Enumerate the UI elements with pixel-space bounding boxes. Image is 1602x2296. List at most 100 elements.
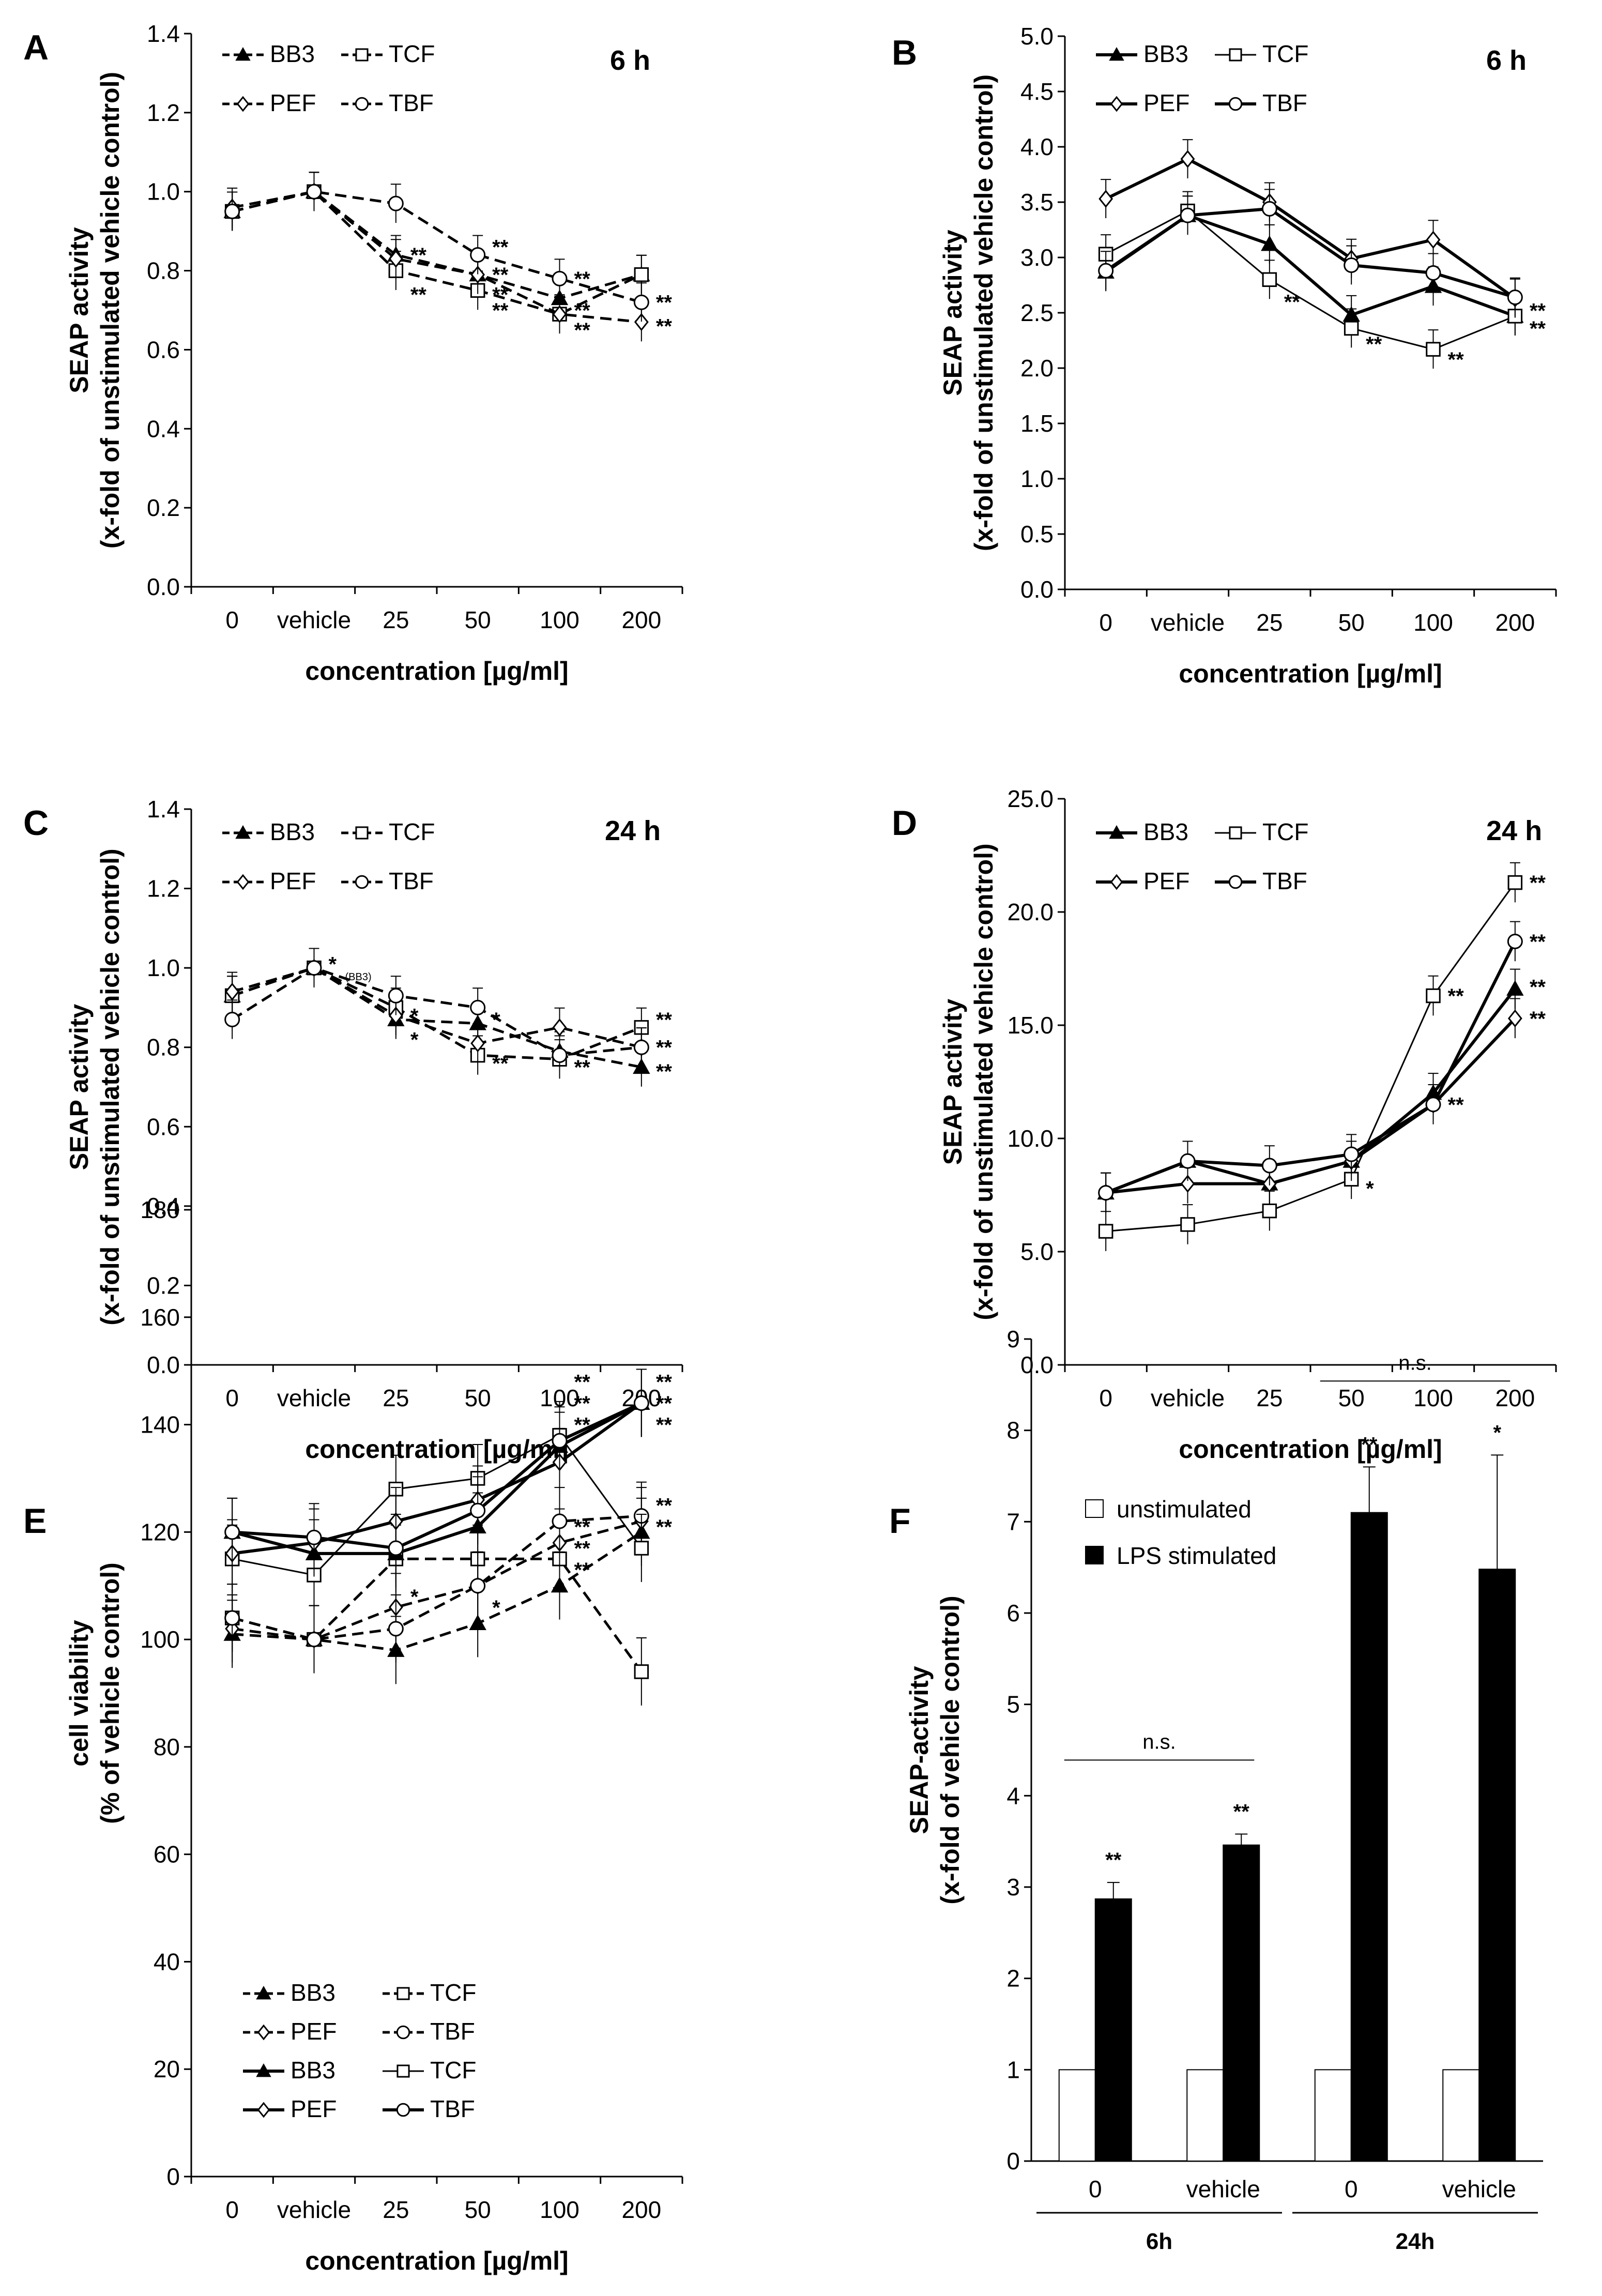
y-tick-label: 40 — [154, 1948, 180, 1975]
significance-mark: ** — [656, 1060, 673, 1083]
significance-mark: ** — [574, 1414, 591, 1437]
x-tick-label: 50 — [465, 606, 491, 633]
y-tick-label: 2.5 — [1020, 299, 1054, 326]
legend-label: BB3 — [291, 2057, 335, 2084]
significance-mark: ** — [574, 268, 591, 291]
significance-mark: ** — [1530, 300, 1546, 323]
time-label: 24 h — [1486, 815, 1542, 846]
panel-f: 0 1 2 3 4 5 6 7 8 9 SEAP-activity (x-fold of vehicl… — [889, 1326, 1543, 2254]
significance-mark: ** — [1530, 317, 1546, 340]
x-tick-label: 200 — [621, 2196, 661, 2223]
legend-entry-tcf: TCF — [383, 1979, 476, 2006]
group-label: 6h — [1146, 2229, 1172, 2254]
y-tick-label: 4.0 — [1020, 133, 1054, 160]
marker-circle — [355, 97, 369, 111]
bracket-label: n.s. — [1398, 1351, 1431, 1374]
marker-diamond — [257, 2024, 270, 2041]
x-tick-label: 100 — [540, 606, 579, 633]
series-tbf — [224, 1369, 649, 1582]
y-tick-label: 2 — [1006, 1965, 1020, 1992]
legend-label: PEF — [291, 2095, 337, 2122]
y-tick-label: 20.0 — [1007, 899, 1054, 925]
marker-circle — [388, 1540, 404, 1556]
significance-mark: ** — [1233, 1801, 1250, 1823]
bar-unstimulated — [1314, 2069, 1352, 2162]
legend-label: BB3 — [270, 40, 315, 67]
series-tbf — [1098, 189, 1523, 317]
y-tick-label: 7 — [1006, 1508, 1020, 1535]
legend-label: TCF — [389, 40, 435, 67]
panel-b: 0.0 0.5 1.0 1.5 2.0 2.5 3.0 3.5 4.0 4.5 5.0 SEAP ac… — [892, 23, 1557, 688]
legend-entry-bb3: BB3 — [222, 818, 315, 845]
marker-circle — [1180, 1153, 1196, 1169]
legend-entry-tcf: TCF — [1215, 818, 1308, 845]
series-pef — [225, 948, 649, 1067]
y-tick-label: 8 — [1006, 1417, 1020, 1444]
significance-mark: * — [410, 1586, 419, 1608]
legend-entry-tcf: TCF — [341, 40, 435, 67]
x-axis-title: concentration [µg/ml] — [1179, 1435, 1442, 1464]
marker-square — [355, 826, 369, 840]
x-tick-label: vehicle — [1442, 2176, 1516, 2202]
marker-diamond — [470, 265, 485, 284]
legend-entry-pef: PEF — [222, 868, 316, 894]
marker-square — [634, 267, 649, 282]
y-tick-label: 1.4 — [147, 20, 180, 47]
series-line — [232, 190, 642, 316]
significance-mark: ** — [492, 264, 509, 286]
y-tick-label: 2.0 — [1020, 355, 1054, 382]
legend-label: LPS stimulated — [1117, 1542, 1276, 1569]
significance-mark: * — [1493, 1421, 1501, 1444]
legend-label: TCF — [1262, 818, 1308, 845]
marker-triangle — [1109, 825, 1124, 839]
series-tbf — [224, 948, 649, 1075]
significance-mark: ** — [1530, 976, 1546, 999]
y-tick-label: 5 — [1006, 1691, 1020, 1718]
x-tick-label: vehicle — [1151, 609, 1225, 636]
significance-mark: ** — [492, 236, 509, 259]
legend-label: unstimulated — [1117, 1496, 1252, 1523]
x-tick-label: 100 — [540, 2196, 579, 2223]
group-label: 24h — [1396, 2229, 1435, 2254]
panel-letter: B — [892, 33, 917, 72]
panel-d: 0.0 5.0 10.0 15.0 20.0 25.0 SEAP activity (x-fo… — [892, 785, 1557, 1464]
x-tick-label: 200 — [1495, 609, 1535, 636]
marker-circle — [306, 960, 322, 976]
significance-mark: * — [329, 953, 337, 976]
y-tick-label: 5.0 — [1020, 23, 1054, 50]
x-axis-title: concentration [µg/ml] — [305, 1435, 568, 1464]
x-tick-label: 25 — [1256, 1385, 1283, 1411]
y-tick-label: 3 — [1006, 1874, 1020, 1900]
y-axis-subtitle: (x-fold of vehicle control) — [936, 1595, 965, 1904]
marker-circle — [388, 195, 404, 211]
y-axis-subtitle: (x-fold of unstimulated vehicle control) — [96, 848, 125, 1325]
marker-square — [1098, 1224, 1113, 1239]
significance-mark: ** — [410, 283, 427, 306]
significance-mark: ** — [1530, 1008, 1546, 1030]
legend-entry-tbf: TBF — [383, 2095, 475, 2122]
marker-triangle — [469, 1614, 486, 1630]
x-tick-label: 50 — [1338, 609, 1365, 636]
legend-entry-bb3: BB3 — [243, 1979, 335, 2006]
y-tick-label: 1.0 — [1020, 465, 1054, 492]
y-axis-title: SEAP-activity — [905, 1666, 934, 1834]
significance-mark: ** — [656, 1009, 673, 1031]
marker-circle — [552, 270, 568, 286]
legend-entry-bb3: BB3 — [1096, 40, 1188, 67]
significance-mark: * — [410, 1005, 419, 1027]
legend-label: TBF — [389, 89, 434, 116]
marker-circle — [552, 1433, 568, 1449]
significance-mark: ** — [1530, 931, 1546, 953]
marker-circle — [552, 1047, 568, 1063]
legend-entry-tcf: TCF — [383, 2057, 476, 2084]
significance-mark: ** — [1448, 985, 1464, 1008]
marker-square — [396, 2064, 410, 2078]
series-line — [232, 190, 642, 324]
y-tick-label: 160 — [140, 1304, 180, 1331]
legend-entry-tbf: TBF — [383, 2018, 475, 2045]
marker-circle — [633, 1039, 649, 1055]
bar-lps-stimulated — [1094, 1898, 1132, 2162]
x-tick-label: vehicle — [1151, 1385, 1225, 1411]
y-tick-label: 1.5 — [1020, 410, 1054, 437]
panel-letter: D — [892, 803, 917, 843]
